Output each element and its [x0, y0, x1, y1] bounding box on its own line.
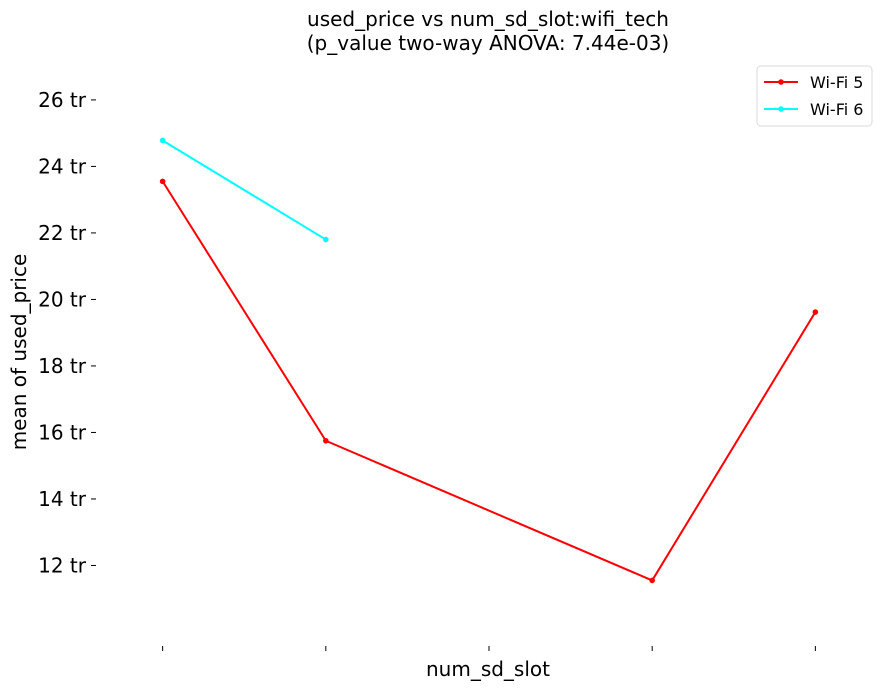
series-line [161, 180, 817, 582]
x-axis-label: num_sd_slot [426, 657, 550, 681]
series [159, 137, 329, 243]
data-point [323, 236, 329, 243]
data-point [649, 577, 655, 584]
y-axis-label: mean of used_price [7, 254, 31, 451]
legend-label: Wi-Fi 5 [810, 73, 863, 92]
legend-label: Wi-Fi 6 [810, 100, 863, 119]
x-axis [162, 646, 816, 651]
legend: Wi-Fi 5 Wi-Fi 6 [756, 65, 873, 127]
data-point [323, 437, 329, 444]
y-tick-label: 18 tr [38, 354, 87, 378]
series-line [162, 139, 327, 241]
data-point [159, 137, 166, 144]
y-tick-label: 26 tr [38, 88, 87, 112]
y-tick-label: 24 tr [38, 154, 87, 178]
chart-title: used_price vs num_sd_slot:wifi_tech [307, 7, 669, 31]
y-tick-label: 20 tr [38, 287, 87, 311]
legend-item: Wi-Fi 6 [764, 100, 863, 119]
legend-swatch-marker [778, 106, 784, 112]
y-axis: 12 tr 14 tr 16 tr 18 tr 20 tr 22 tr 24 tr 26 tr [38, 88, 96, 577]
chart-subtitle: (p_value two-way ANOVA: 7.44e-03) [307, 31, 669, 55]
y-tick-label: 14 tr [38, 487, 87, 511]
legend-items: Wi-Fi 5 Wi-Fi 6 [764, 73, 863, 119]
data-point [159, 178, 166, 185]
legend-item: Wi-Fi 5 [764, 73, 863, 92]
y-tick-label: 16 tr [38, 420, 87, 444]
data-point [812, 309, 819, 315]
legend-swatch-marker [778, 79, 784, 85]
series [159, 178, 819, 584]
plot-lines [159, 137, 819, 584]
y-tick-label: 22 tr [38, 221, 87, 245]
y-tick-label: 12 tr [38, 553, 87, 577]
